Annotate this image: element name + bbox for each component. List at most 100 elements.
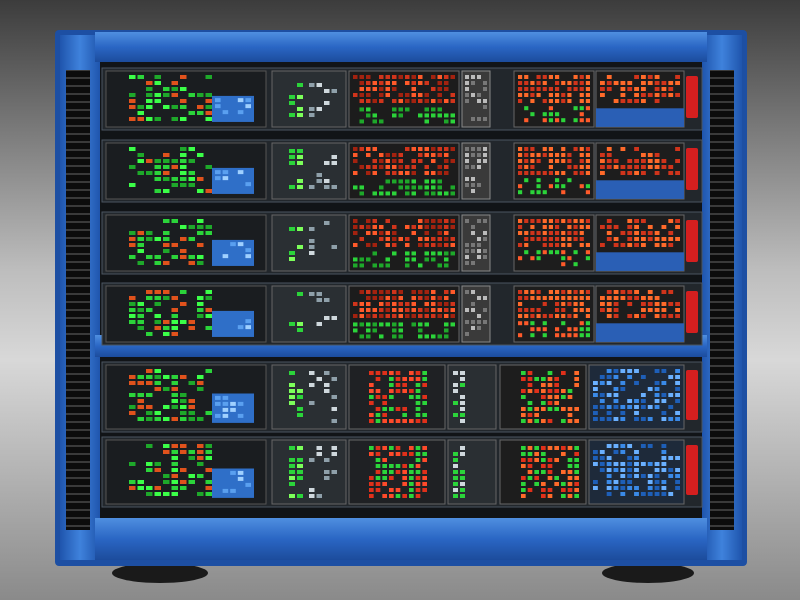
led: [379, 225, 384, 229]
led: [518, 93, 523, 97]
led: [554, 395, 559, 399]
led: [477, 237, 481, 241]
led: [316, 322, 322, 326]
led: [392, 237, 397, 241]
led: [555, 237, 560, 241]
led: [372, 225, 377, 229]
led: [634, 225, 639, 229]
led: [222, 407, 229, 412]
led: [585, 93, 590, 97]
led: [197, 450, 204, 454]
led: [289, 371, 295, 375]
led: [331, 395, 337, 399]
led: [548, 250, 553, 255]
led: [641, 314, 646, 318]
led: [405, 191, 410, 196]
led: [297, 95, 303, 99]
led: [561, 118, 566, 123]
led: [418, 185, 423, 190]
led: [585, 159, 590, 163]
led: [379, 231, 384, 235]
led: [567, 482, 573, 486]
led: [385, 171, 390, 175]
led: [379, 334, 384, 339]
led: [661, 492, 667, 496]
led: [197, 105, 204, 109]
led: [353, 257, 358, 262]
led: [237, 170, 244, 175]
led: [205, 326, 212, 330]
led: [415, 401, 421, 405]
led: [395, 464, 401, 468]
led: [180, 302, 187, 306]
led: [647, 302, 653, 306]
led: [359, 308, 364, 312]
led: [180, 249, 187, 253]
led: [154, 486, 161, 490]
led: [534, 389, 539, 393]
led: [245, 482, 251, 487]
led: [289, 470, 295, 474]
led: [215, 104, 221, 109]
led: [524, 118, 529, 123]
led: [137, 375, 144, 379]
led: [668, 93, 674, 97]
led: [366, 314, 371, 318]
led: [375, 395, 381, 399]
led: [627, 314, 633, 318]
led: [579, 296, 584, 300]
led: [129, 296, 136, 300]
led: [415, 407, 421, 411]
led: [518, 333, 523, 338]
led: [585, 87, 590, 91]
led: [424, 237, 429, 241]
led: [382, 494, 387, 498]
led: [521, 413, 526, 417]
led: [379, 296, 384, 300]
led: [418, 308, 423, 312]
led: [585, 99, 590, 103]
led: [561, 250, 566, 255]
led: [418, 225, 423, 229]
led: [471, 177, 475, 181]
led: [163, 189, 170, 193]
module: [348, 285, 460, 343]
led: [379, 185, 384, 190]
led: [392, 290, 397, 294]
led: [197, 255, 204, 259]
led: [620, 93, 626, 97]
led: [188, 411, 195, 415]
led: [647, 480, 653, 484]
left-vent: [66, 70, 90, 530]
led: [518, 87, 523, 91]
led: [527, 464, 533, 468]
led: [668, 314, 674, 318]
led: [542, 112, 547, 117]
led: [579, 321, 584, 326]
led: [444, 225, 449, 229]
led: [477, 159, 481, 163]
led: [398, 165, 403, 169]
led: [600, 87, 605, 91]
led: [548, 165, 553, 169]
led: [521, 476, 526, 480]
led: [372, 113, 377, 118]
led: [453, 371, 458, 375]
led: [627, 302, 633, 306]
led: [297, 149, 303, 153]
led: [146, 255, 153, 259]
led: [542, 333, 547, 338]
led: [171, 387, 178, 391]
led: [640, 444, 646, 448]
led: [389, 389, 394, 393]
led: [453, 458, 458, 462]
led: [188, 417, 195, 421]
led: [606, 480, 612, 484]
led: [675, 387, 680, 391]
led: [527, 389, 533, 393]
led: [171, 444, 178, 448]
led: [129, 480, 136, 484]
led: [548, 118, 553, 123]
led: [129, 314, 136, 318]
led: [536, 250, 541, 255]
